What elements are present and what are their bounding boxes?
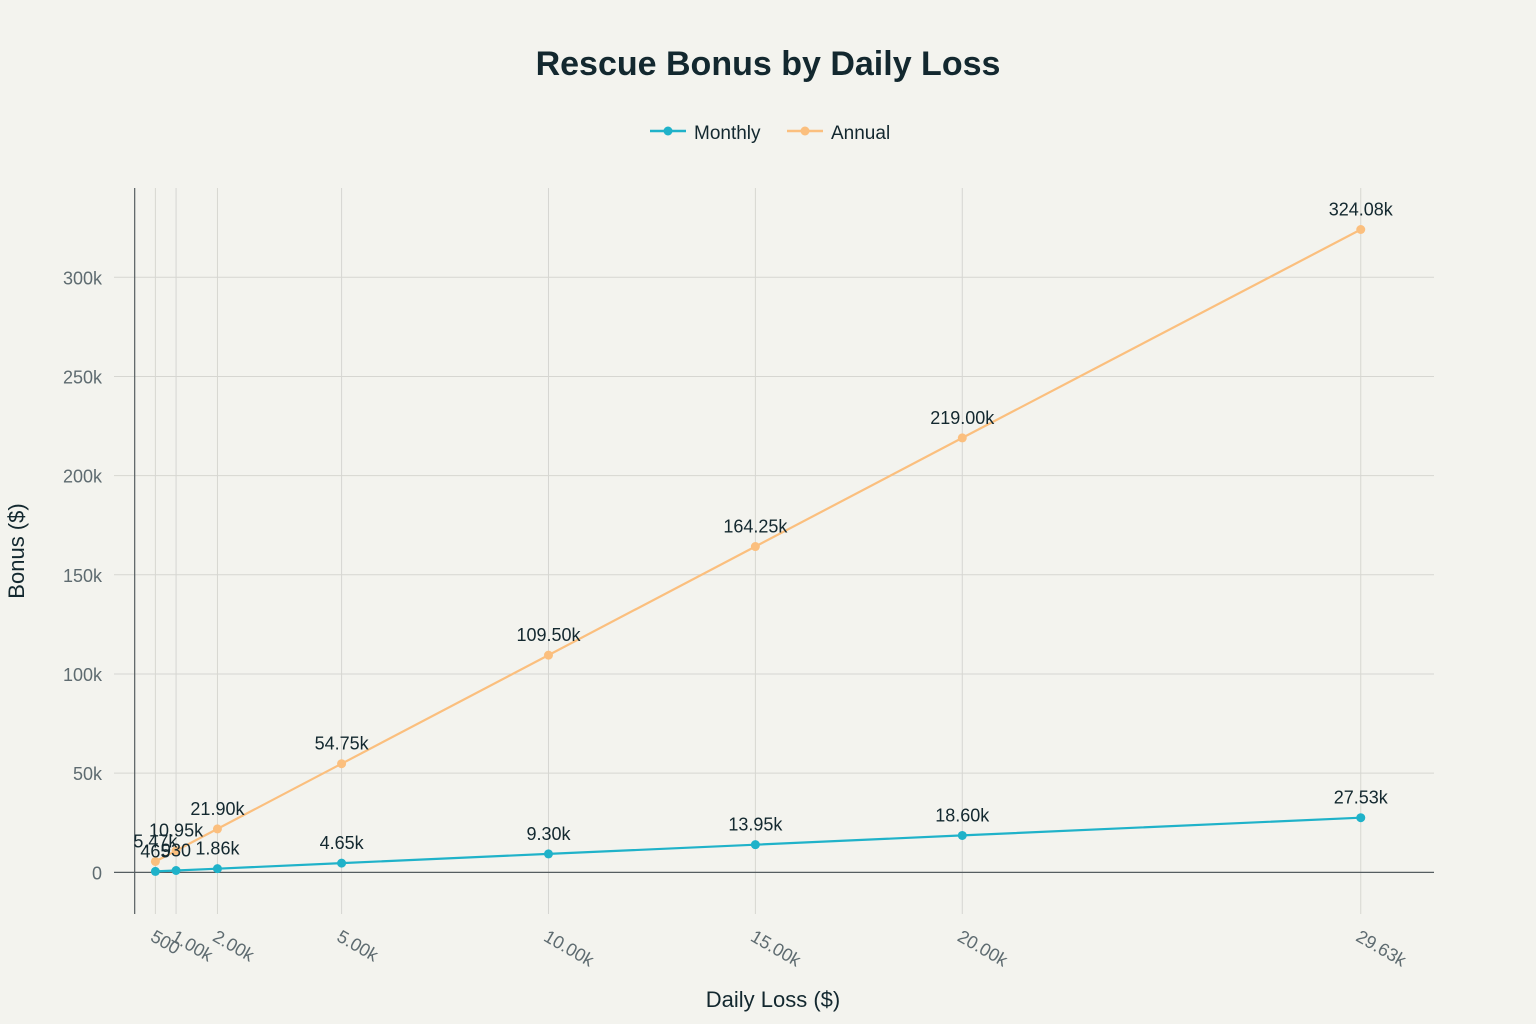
data-point-monthly[interactable]: [337, 858, 347, 868]
data-label-monthly: 465: [140, 841, 170, 861]
x-tick-label: 10.00k: [540, 926, 598, 971]
data-point-monthly[interactable]: [171, 865, 181, 875]
data-point-monthly[interactable]: [543, 849, 553, 859]
legend-label-monthly: Monthly: [694, 123, 761, 144]
x-tick-label: 15.00k: [747, 926, 805, 971]
data-label-annual: 5.47k: [133, 831, 178, 851]
data-point-annual[interactable]: [212, 824, 222, 834]
legend-item-monthly[interactable]: Monthly: [650, 123, 761, 144]
data-label-annual: 109.50k: [516, 625, 581, 645]
data-label-monthly: 9.30k: [526, 824, 571, 844]
data-label-monthly: 4.65k: [320, 833, 365, 853]
series-layer: [150, 224, 1366, 876]
y-tick-label: 100k: [63, 665, 103, 685]
series-line-annual: [154, 228, 1362, 863]
data-point-monthly[interactable]: [750, 840, 760, 850]
data-label-annual: 219.00k: [930, 408, 995, 428]
data-label-annual: 21.90k: [190, 799, 245, 819]
x-tick-label: 29.63k: [1353, 926, 1411, 971]
data-point-annual[interactable]: [1356, 224, 1366, 234]
y-tick-label: 300k: [63, 268, 103, 288]
x-tick-label: 20.00k: [954, 926, 1012, 971]
data-point-monthly[interactable]: [212, 864, 222, 874]
data-point-monthly[interactable]: [1356, 813, 1366, 823]
data-label-annual: 10.95k: [149, 821, 204, 841]
y-tick-label: 50k: [73, 764, 103, 784]
series-line-monthly: [155, 816, 1361, 873]
data-point-annual[interactable]: [150, 856, 160, 866]
x-axis-title: Daily Loss ($): [706, 987, 840, 1012]
data-label-monthly: 13.95k: [728, 815, 783, 835]
data-label-monthly: 18.60k: [935, 805, 990, 825]
data-point-annual[interactable]: [337, 759, 347, 769]
data-label-monthly: 27.53k: [1334, 788, 1389, 808]
legend-item-annual[interactable]: Annual: [787, 123, 890, 144]
legend-marker-annual: [800, 126, 810, 136]
data-label-annual: 324.08k: [1329, 199, 1394, 219]
data-point-monthly[interactable]: [957, 830, 967, 840]
data-point-annual[interactable]: [957, 433, 967, 443]
data-point-annual[interactable]: [750, 542, 760, 552]
legend-marker-monthly: [663, 126, 673, 136]
y-tick-label: 250k: [63, 367, 103, 387]
data-label-monthly: 930: [161, 840, 191, 860]
chart-title: Rescue Bonus by Daily Loss: [536, 45, 1001, 83]
x-tick-label: 5.00k: [334, 926, 383, 966]
data-point-annual[interactable]: [171, 846, 181, 856]
legend[interactable]: Monthly Annual: [650, 123, 890, 144]
y-tick-label: 150k: [63, 566, 103, 586]
x-tick-label: 2.00k: [209, 926, 258, 966]
y-axis-title: Bonus ($): [4, 503, 29, 598]
data-point-monthly[interactable]: [150, 866, 160, 876]
x-tick-label: 1.00k: [168, 926, 217, 966]
grid-layer: [114, 188, 1434, 914]
data-label-monthly: 1.86k: [195, 839, 240, 859]
data-label-annual: 54.75k: [315, 734, 370, 754]
y-tick-label: 0: [92, 863, 102, 883]
data-point-annual[interactable]: [543, 650, 553, 660]
data-label-annual: 164.25k: [723, 517, 788, 537]
y-tick-label: 200k: [63, 467, 103, 487]
legend-label-annual: Annual: [831, 123, 890, 144]
